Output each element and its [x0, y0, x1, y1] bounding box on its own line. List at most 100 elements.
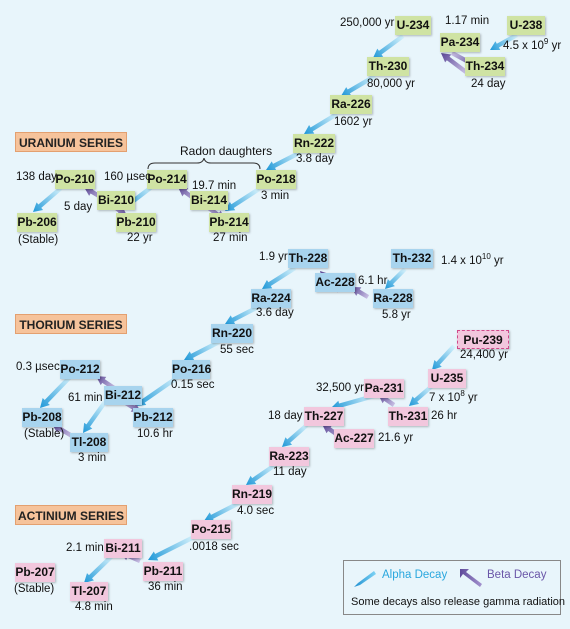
alpha-decay-arrow: [266, 150, 303, 171]
halflife-pb-212: 10.6 hr: [137, 428, 173, 440]
nuclide-po-210: Po-210: [55, 170, 95, 189]
halflife-u-234: 250,000 yr: [340, 17, 395, 29]
halflife-bi-214: 19.7 min: [192, 180, 237, 192]
alpha-decay-arrow: [204, 501, 241, 522]
radon-daughters-brace: [147, 158, 261, 170]
stable-pb-206: (Stable): [18, 234, 59, 246]
halflife-u-235: 7 x 108 yr: [429, 389, 478, 404]
halflife-ac-227: 21.6 yr: [378, 432, 414, 444]
nuclide-th-228: Th-228: [288, 249, 328, 268]
nuclide-rn-220: Rn-220: [211, 324, 253, 343]
alpha-decay-arrow: [40, 374, 73, 408]
beta-decay-arrow: [52, 424, 74, 438]
halflife-po-218: 3 min: [261, 190, 290, 202]
nuclide-th-227: Th-227: [304, 407, 344, 426]
radon-daughters-label: Radon daughters: [180, 144, 273, 158]
alpha-decay-arrow: [432, 344, 456, 370]
alpha-decay-arrow: [304, 112, 339, 134]
actinium-series-title: ACTINIUM SERIES: [15, 505, 127, 525]
nuclide-po-216: Po-216: [172, 360, 211, 379]
nuclide-th-232: Th-232: [391, 249, 433, 268]
alpha-decay-arrow: [490, 33, 519, 50]
nuclide-po-212: Po-212: [60, 360, 100, 379]
nuclide-pb-212: Pb-212: [133, 408, 173, 427]
alpha-decay-arrow: [184, 340, 221, 361]
halflife-po-215: .0018 sec: [189, 541, 239, 553]
halflife-po-214: 160 µsec: [104, 171, 151, 183]
nuclide-tl-208: Tl-208: [70, 433, 108, 452]
halflife-pb-211: 36 min: [148, 581, 183, 593]
halflife-bi-210: 5 day: [64, 201, 93, 213]
halflife-po-216: 0.15 sec: [171, 379, 215, 391]
halflife-u-238: 4.5 x 109 yr: [503, 37, 562, 52]
halflife-ra-226: 1602 yr: [334, 116, 373, 128]
nuclide-pu-239: Pu-239: [457, 330, 509, 349]
nuclide-pb-211: Pb-211: [143, 562, 183, 581]
beta-decay-legend-icon: [460, 569, 482, 587]
halflife-th-231: 26 hr: [431, 410, 458, 422]
halflife-bi-212: 61 min: [68, 392, 103, 404]
halflife-th-227: 18 day: [268, 410, 303, 422]
halflife-th-234: 24 day: [471, 78, 506, 90]
halflife-pu-239: 24,400 yr: [460, 349, 508, 361]
alpha-decay-arrow: [331, 393, 375, 411]
nuclide-bi-214: Bi-214: [190, 191, 228, 210]
nuclide-po-218: Po-218: [256, 170, 296, 189]
nuclide-pb-207: Pb-207: [15, 563, 55, 582]
halflife-pb-214: 27 min: [213, 232, 248, 244]
nuclide-th-231: Th-231: [388, 407, 428, 426]
nuclide-ra-224: Ra-224: [251, 289, 291, 308]
nuclide-rn-222: Rn-222: [293, 134, 335, 153]
nuclide-bi-210: Bi-210: [97, 191, 135, 210]
alpha-decay-arrow: [225, 187, 261, 211]
nuclide-ac-228: Ac-228: [315, 273, 355, 292]
halflife-po-212: 0.3 µsec: [16, 361, 60, 373]
alpha-decay-arrow: [136, 375, 180, 406]
halflife-bi-211: 2.1 min: [66, 542, 104, 554]
nuclide-th-234: Th-234: [465, 57, 505, 76]
halflife-tl-207: 4.8 min: [75, 601, 113, 613]
legend: Alpha Decay Beta Decay Some decays also …: [343, 560, 565, 615]
nuclide-pb-208: Pb-208: [22, 408, 62, 427]
halflife-ra-224: 3.6 day: [256, 307, 294, 319]
alpha-decay-arrow: [341, 74, 377, 96]
halflife-th-228: 1.9 yr: [259, 251, 288, 263]
alpha-decay-arrow: [385, 267, 407, 289]
nuclide-pa-234: Pa-234: [440, 33, 480, 52]
halflife-po-210: 138 day: [16, 171, 57, 183]
nuclide-th-230: Th-230: [367, 57, 409, 76]
nuclide-pb-214: Pb-214: [209, 213, 249, 232]
alpha-decay-arrow: [282, 423, 309, 447]
nuclide-bi-212: Bi-212: [104, 386, 142, 405]
halflife-th-230: 80,000 yr: [367, 78, 415, 90]
alpha-decay-arrow: [83, 400, 107, 433]
nuclide-ac-227: Ac-227: [334, 429, 374, 448]
stable-pb-208: (Stable): [24, 428, 65, 440]
halflife-ra-223: 11 day: [273, 466, 307, 478]
gamma-note: Some decays also release gamma radiation: [351, 596, 566, 608]
nuclide-pa-231: Pa-231: [364, 379, 404, 398]
beta-decay-legend-label: Beta Decay: [487, 569, 547, 581]
nuclide-po-214: Po-214: [147, 170, 187, 189]
thorium-series-title: THORIUM SERIES: [15, 314, 127, 334]
uranium-series-title: URANIUM SERIES: [15, 132, 127, 152]
nuclide-ra-226: Ra-226: [330, 95, 372, 114]
beta-decay-arrow: [351, 287, 370, 299]
nuclide-ra-223: Ra-223: [269, 447, 309, 466]
halflife-pa-234: 1.17 min: [445, 15, 490, 27]
nuclide-bi-211: Bi-211: [104, 539, 142, 558]
stable-pb-207: (Stable): [14, 583, 55, 595]
halflife-pa-231: 32,500 yr: [316, 382, 364, 394]
alpha-decay-arrow: [409, 384, 434, 406]
alpha-decay-arrow: [84, 554, 114, 583]
halflife-rn-219: 4.0 sec: [237, 505, 275, 517]
halflife-ac-228: 6.1 hr: [358, 275, 388, 287]
alpha-decay-arrow: [373, 34, 405, 58]
nuclide-po-215: Po-215: [191, 520, 231, 539]
alpha-decay-arrow: [148, 535, 195, 561]
halflife-ra-228: 5.8 yr: [382, 309, 411, 321]
halflife-rn-220: 55 sec: [220, 344, 254, 356]
beta-decay-arrow: [441, 53, 468, 74]
alpha-decay-arrow: [33, 186, 63, 212]
